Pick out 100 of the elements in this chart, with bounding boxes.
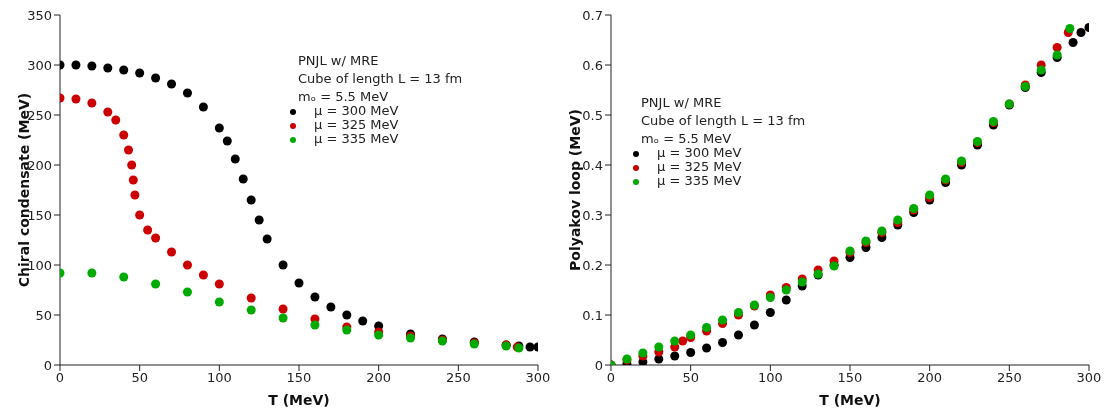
point xyxy=(151,73,161,83)
annotation: Cube of length L = 13 fm xyxy=(298,70,463,88)
point xyxy=(87,98,97,108)
point xyxy=(254,215,264,225)
y-tick-label: 0.4 xyxy=(582,157,603,173)
point xyxy=(670,336,680,346)
legend-label: μ = 325 MeV xyxy=(657,159,742,174)
annotation: PNJL w/ MRE xyxy=(298,52,380,70)
point xyxy=(143,225,153,235)
point xyxy=(182,287,192,297)
point xyxy=(781,295,791,305)
point xyxy=(111,115,121,125)
x-tick-label: 0 xyxy=(606,370,616,386)
point xyxy=(670,351,680,361)
point xyxy=(182,88,192,98)
x-tick-label: 250 xyxy=(996,370,1022,386)
point xyxy=(71,60,81,70)
point xyxy=(310,320,320,330)
point xyxy=(733,330,743,340)
y-tick-label: 0 xyxy=(43,357,52,373)
point xyxy=(246,305,256,315)
point xyxy=(119,65,129,75)
point xyxy=(127,160,137,170)
point xyxy=(702,343,712,353)
annotation: mₒ = 5.5 MeV xyxy=(298,88,390,106)
y-tick-label: 50 xyxy=(35,307,52,323)
point xyxy=(262,234,272,244)
x-tick-label: 50 xyxy=(131,370,148,386)
y-tick-label: 0.3 xyxy=(582,207,603,223)
point xyxy=(238,174,248,184)
x-axis-title: T (MeV) xyxy=(268,392,330,408)
point xyxy=(246,195,256,205)
point xyxy=(718,337,728,348)
point xyxy=(119,130,129,140)
point xyxy=(278,260,288,270)
y-tick-label: 0.1 xyxy=(582,307,603,323)
point xyxy=(103,63,113,73)
point xyxy=(198,270,208,280)
x-tick-label: 300 xyxy=(1076,370,1102,386)
point xyxy=(246,293,256,303)
point xyxy=(1076,27,1086,38)
x-tick-label: 100 xyxy=(757,370,783,386)
point xyxy=(749,320,759,330)
x-tick-label: 150 xyxy=(286,370,312,386)
point xyxy=(214,279,224,289)
y-tick-label: 0.2 xyxy=(582,257,603,273)
point xyxy=(167,247,177,257)
y-tick-label: 0.6 xyxy=(582,57,603,73)
point xyxy=(135,68,145,78)
x-tick-label: 200 xyxy=(366,370,392,386)
x-tick-label: 0 xyxy=(55,370,65,386)
point xyxy=(278,313,288,323)
point xyxy=(182,260,192,270)
point xyxy=(1065,23,1075,34)
point xyxy=(358,316,368,326)
point xyxy=(151,279,161,289)
x-axis-title: T (MeV) xyxy=(819,392,881,408)
point xyxy=(214,123,224,133)
point xyxy=(310,292,320,302)
x-tick-label: 300 xyxy=(525,370,551,386)
point xyxy=(198,102,208,112)
point xyxy=(278,304,288,314)
point xyxy=(1068,37,1078,48)
point xyxy=(525,342,535,352)
x-tick-label: 200 xyxy=(917,370,943,386)
y-tick-label: 0.7 xyxy=(582,7,603,23)
point xyxy=(103,107,113,117)
point xyxy=(167,79,177,89)
legend-label: μ = 300 MeV xyxy=(657,145,742,160)
annotation: PNJL w/ MRE xyxy=(641,94,723,112)
legend-label: μ = 300 MeV xyxy=(314,103,399,118)
annotation: mₒ = 5.5 MeV xyxy=(641,130,733,148)
annotation: Cube of length L = 13 fm xyxy=(641,112,806,130)
y-tick-label: 350 xyxy=(27,7,52,23)
y-tick-label: 300 xyxy=(27,57,52,73)
point xyxy=(119,272,129,282)
x-tick-label: 150 xyxy=(837,370,863,386)
point xyxy=(87,268,97,278)
point xyxy=(230,154,240,164)
point xyxy=(718,315,728,325)
point xyxy=(124,145,134,155)
point xyxy=(326,302,336,312)
point xyxy=(135,210,145,220)
point xyxy=(294,278,304,288)
y-axis-title: Polyakov loop (MeV) xyxy=(566,109,583,271)
legend-label: μ = 335 MeV xyxy=(657,173,742,188)
x-tick-label: 250 xyxy=(445,370,471,386)
point xyxy=(128,175,138,185)
point xyxy=(654,342,664,352)
point xyxy=(686,347,696,358)
point xyxy=(342,310,352,320)
point xyxy=(222,136,232,146)
point xyxy=(130,190,140,200)
point xyxy=(151,233,161,243)
point xyxy=(702,322,712,333)
point xyxy=(71,94,81,104)
point xyxy=(765,307,775,318)
y-tick-label: 0.5 xyxy=(582,107,603,123)
x-tick-label: 100 xyxy=(206,370,232,386)
legend-label: μ = 325 MeV xyxy=(314,117,399,132)
